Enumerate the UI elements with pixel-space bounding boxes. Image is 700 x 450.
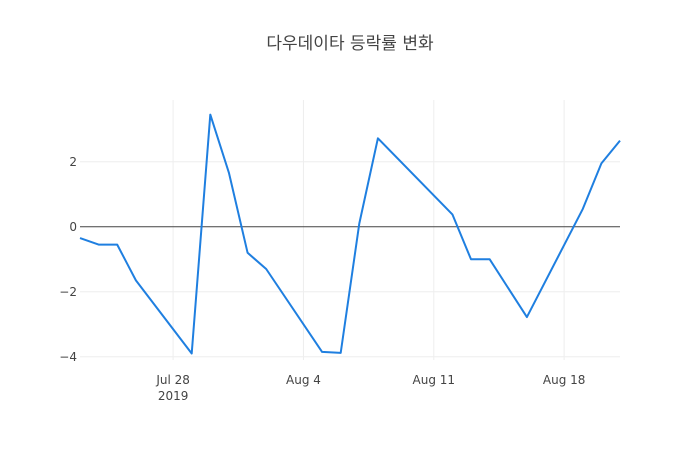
x-tick-sublabel: 2019 — [158, 389, 189, 403]
data-point — [450, 212, 454, 216]
data-point — [208, 113, 212, 117]
data-point — [97, 243, 101, 247]
data-point — [134, 278, 138, 282]
x-tick-label: Aug 4 — [286, 373, 321, 387]
data-point — [469, 257, 473, 261]
data-point — [78, 236, 82, 240]
y-tick-label: 2 — [69, 155, 77, 169]
y-tick-label: 0 — [69, 220, 77, 234]
data-point — [488, 257, 492, 261]
data-point — [599, 161, 603, 165]
data-point — [246, 251, 250, 255]
chart-title: 다우데이타 등락률 변화 — [266, 34, 434, 54]
grid-layer — [80, 100, 620, 360]
data-point — [581, 207, 585, 211]
x-tick-label: Jul 28 — [155, 373, 190, 387]
y-tick-label: −2 — [59, 285, 77, 299]
data-point — [227, 171, 231, 175]
data-point — [525, 315, 529, 319]
x-tick-label: Aug 18 — [543, 373, 586, 387]
y-tick-label: −4 — [59, 350, 77, 364]
data-point — [339, 351, 343, 355]
axis-layer: Jul 28 2019 Aug 4 Aug 11 Aug 18 −4 −2 0 2 — [59, 155, 620, 403]
data-point — [320, 350, 324, 354]
data-point — [264, 267, 268, 271]
data-point — [376, 136, 380, 140]
x-tick-label: Aug 11 — [413, 373, 456, 387]
data-point — [190, 352, 194, 356]
data-point — [115, 243, 119, 247]
data-point — [618, 139, 622, 143]
series-layer — [78, 113, 622, 356]
data-point — [357, 222, 361, 226]
series-line — [79, 113, 621, 355]
